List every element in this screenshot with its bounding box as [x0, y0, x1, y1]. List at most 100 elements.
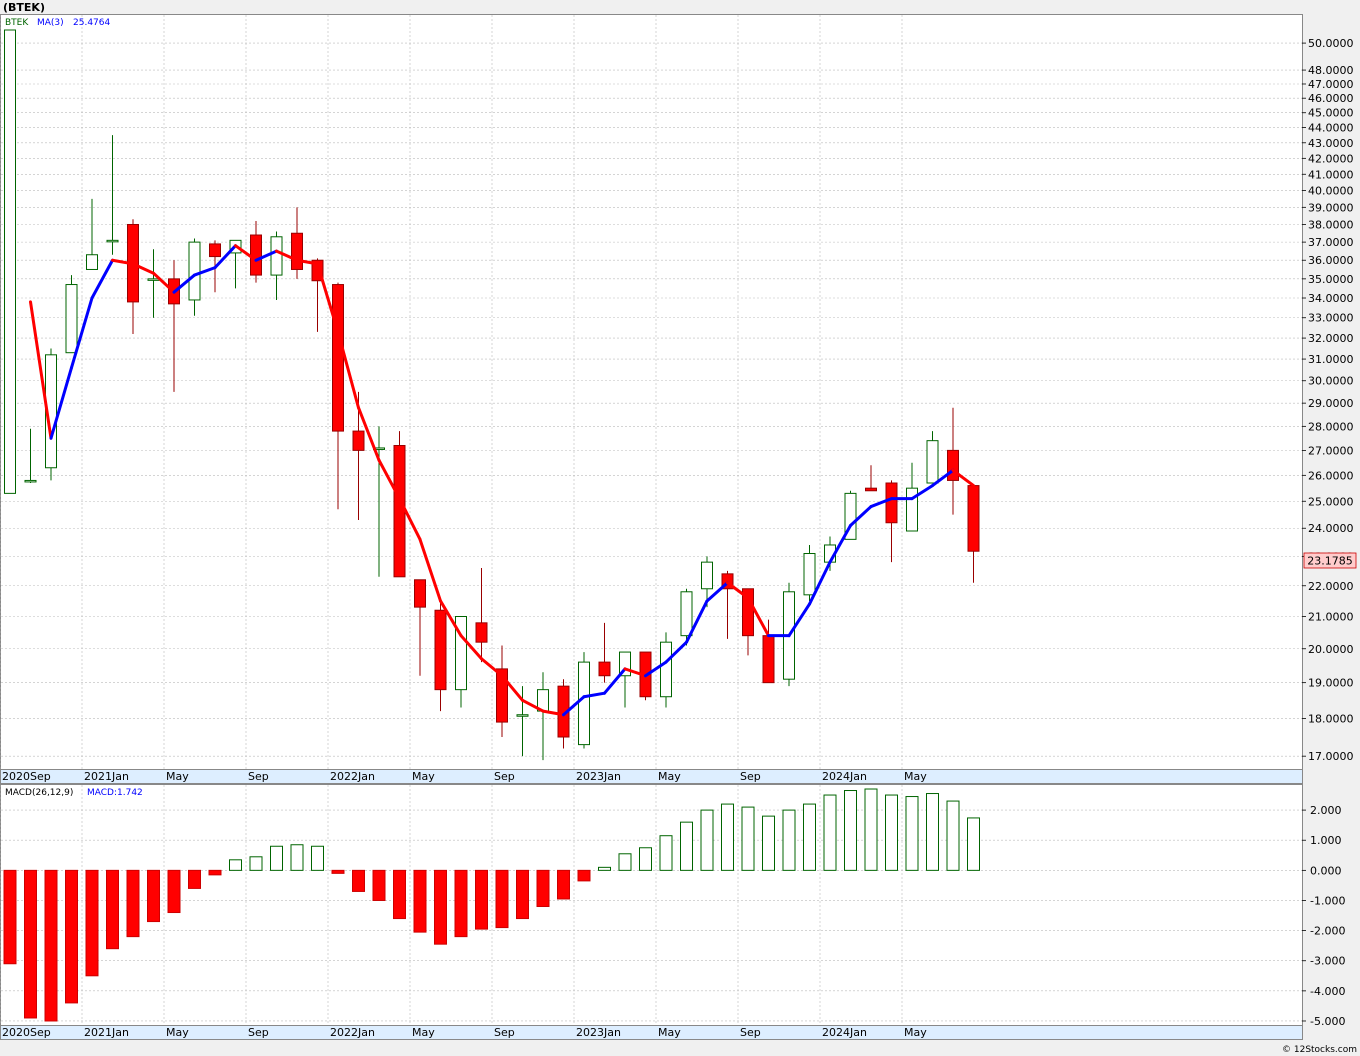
price-y-tick-label: 26.0000 [1308, 469, 1354, 482]
ma-segment [275, 249, 299, 262]
ma-segment [111, 258, 135, 266]
macd-bar-negative [85, 869, 99, 977]
candle-body [701, 561, 713, 590]
candle-body [680, 591, 693, 637]
macd-x-tick-label: Sep [740, 1026, 761, 1039]
price-x-tick-label: Sep [494, 770, 515, 783]
price-y-tick-label: 36.0000 [1308, 254, 1354, 267]
price-y-tick-label: 24.0000 [1308, 522, 1354, 535]
watermark: © 12Stocks.com [1282, 1045, 1357, 1055]
ma-segment [377, 458, 401, 501]
price-y-tick-label: 28.0000 [1308, 420, 1354, 433]
macd-bar-positive [598, 866, 611, 871]
macd-bar-negative [106, 869, 119, 950]
macd-y-tick-label: -4.000 [1310, 985, 1345, 998]
macd-bar-negative [495, 869, 509, 929]
ma-segment [664, 640, 688, 664]
ma-segment [541, 709, 565, 717]
macd-bar-negative [188, 869, 201, 889]
ma-line [29, 244, 975, 717]
ma-segment [29, 300, 53, 440]
price-y-tick-label: 45.0000 [1308, 107, 1354, 120]
macd-bar-positive [290, 844, 304, 871]
macd-bar-positive [721, 803, 734, 871]
price-y-tick-label: 41.0000 [1308, 168, 1354, 181]
price-y-tick-label: 35.0000 [1308, 273, 1354, 286]
last-price-label: 23.1785 [1307, 555, 1353, 568]
candle-up [188, 238, 201, 316]
ma-segment [193, 266, 217, 277]
price-y-tick-label: 50.0000 [1308, 37, 1354, 50]
ma-segment [213, 244, 237, 270]
ma-segment [131, 262, 155, 275]
price-panel [0, 14, 1303, 770]
candle-body [619, 651, 631, 677]
ma-segment [295, 258, 319, 266]
ma-segment [623, 667, 647, 678]
macd-y-tick-label: -3.000 [1310, 955, 1345, 968]
ma-segment [869, 497, 893, 509]
price-y-tick-label: 40.0000 [1308, 185, 1354, 198]
candle-up [4, 29, 16, 494]
legend-ma-value: 25.4764 [73, 18, 110, 28]
candle-up [844, 490, 857, 540]
candle-down [598, 622, 611, 683]
macd-bar-positive [905, 796, 919, 871]
ma-segment [951, 468, 975, 488]
price-y-tick-label: 19.0000 [1308, 677, 1354, 690]
ma-segment [705, 581, 729, 603]
ma-segment [398, 497, 422, 541]
ma-segment [521, 698, 545, 713]
macd-y-tick-label: -5.000 [1310, 1015, 1345, 1028]
price-x-tick-label: Sep [248, 770, 269, 783]
price-y-tick-label: 33.0000 [1308, 312, 1354, 325]
candle-down [496, 645, 508, 738]
price-y-tick-label: 34.0000 [1308, 292, 1354, 305]
macd-x-tick-label: Sep [494, 1026, 515, 1039]
ma-segment [808, 560, 832, 606]
macd-bar-positive [700, 809, 714, 871]
price-y-tick-label: 39.0000 [1308, 201, 1354, 214]
macd-bar-negative [577, 869, 591, 882]
ma-segment [685, 599, 709, 644]
macd-bar-negative [372, 869, 386, 901]
ma-segment [582, 691, 606, 699]
candle-body [270, 236, 283, 276]
macd-bar-negative [557, 869, 570, 900]
macd-bar-positive [229, 859, 242, 871]
candle-body [844, 492, 857, 540]
macd-value-label: MACD:1.742 [87, 788, 143, 798]
ma-segment [336, 330, 360, 410]
ma-segment [562, 695, 586, 717]
macd-x-tick-label: 2020Sep [2, 1026, 51, 1039]
macd-bar-positive [864, 788, 878, 871]
price-y-tick-label: 18.0000 [1308, 712, 1354, 725]
macd-label: MACD(26,12,9) [5, 788, 73, 798]
macd-bar-positive [967, 817, 980, 871]
candle-body [311, 259, 324, 282]
macd-bar-positive [680, 821, 693, 871]
candle-up [65, 275, 78, 354]
macd-bar-positive [885, 794, 898, 871]
candle-down [475, 567, 488, 663]
candle-down [291, 207, 303, 279]
candle-body [906, 487, 918, 532]
macd-bar-positive [823, 794, 837, 871]
ma-segment [254, 249, 278, 262]
macd-bar-positive [249, 856, 263, 871]
candle-up [926, 431, 939, 484]
price-y-tick-label: 32.0000 [1308, 332, 1354, 345]
ma-segment [603, 667, 627, 695]
price-x-tick-label: 2024Jan [822, 770, 867, 783]
ma-segment [931, 468, 955, 488]
macd-x-tick-label: May [166, 1026, 189, 1039]
candle-body [947, 449, 959, 481]
ma-segment [70, 296, 94, 370]
price-x-tick-label: Sep [740, 770, 761, 783]
price-x-tick-label: May [412, 770, 435, 783]
ma-segment [500, 674, 524, 702]
macd-x-tick-label: 2022Jan [330, 1026, 375, 1039]
macd-bar-positive [946, 800, 960, 871]
candle-body [188, 241, 201, 301]
candle-body [250, 234, 262, 276]
